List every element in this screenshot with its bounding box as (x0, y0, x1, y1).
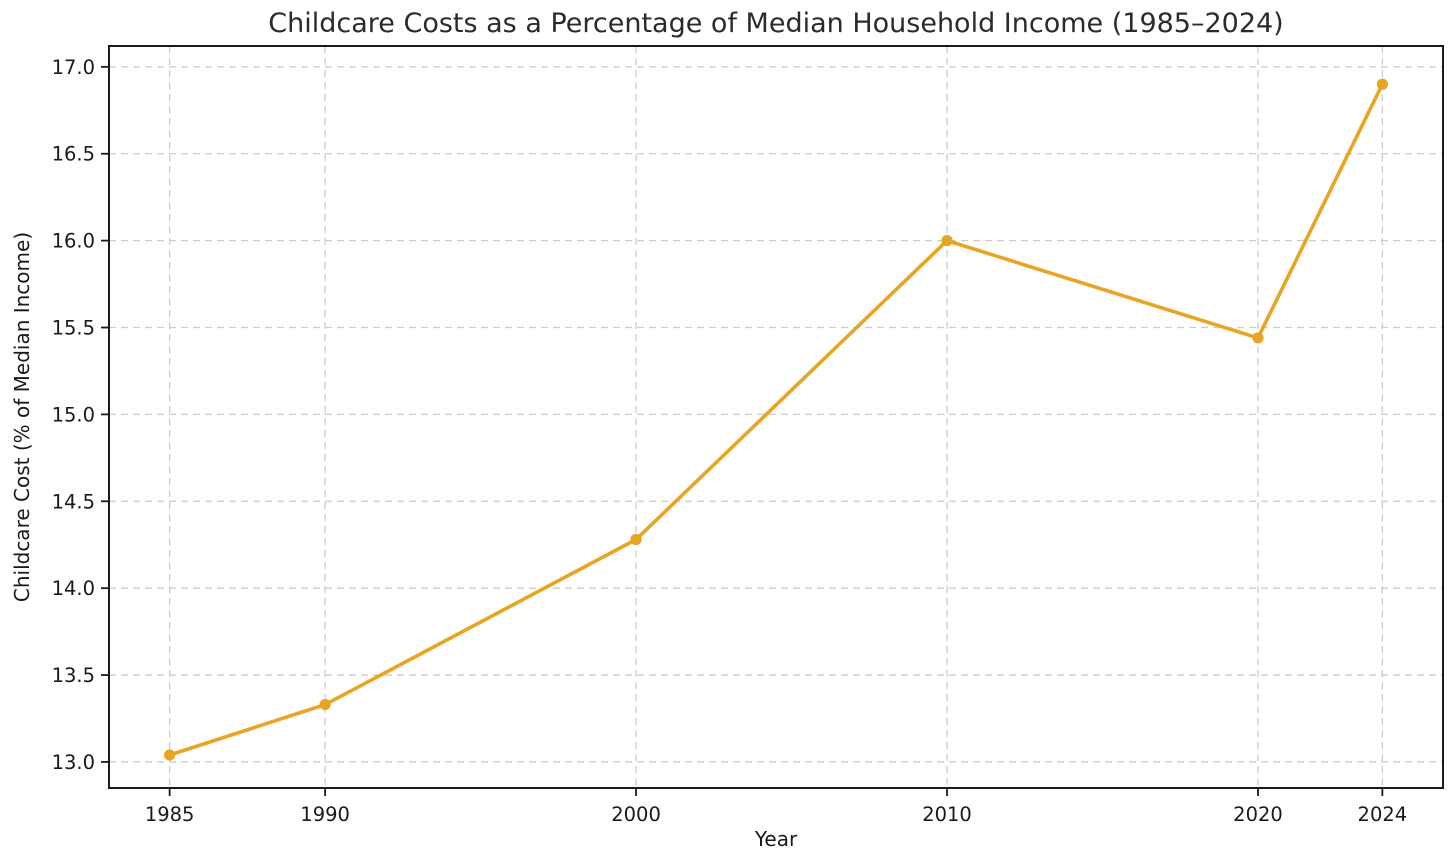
data-point (630, 533, 642, 546)
y-tick-label: 17.0 (52, 56, 95, 79)
y-tick-label: 13.5 (52, 664, 95, 687)
y-tick-label: 15.5 (52, 317, 95, 340)
data-point (319, 698, 331, 711)
x-tick-label: 1985 (145, 803, 195, 826)
x-tick-label: 2010 (922, 803, 972, 826)
y-tick-label: 16.0 (52, 230, 95, 253)
data-point (941, 235, 953, 247)
y-tick-label: 14.5 (52, 490, 95, 513)
y-tick-label: 15.0 (52, 403, 95, 426)
y-axis-label: Childcare Cost (% of Median Income) (10, 231, 34, 603)
x-tick-label: 2000 (611, 803, 661, 826)
x-tick-label: 2024 (1358, 803, 1408, 826)
y-tick-label: 16.5 (52, 143, 95, 166)
data-point (1252, 332, 1264, 344)
y-tick-label: 14.0 (52, 577, 95, 600)
axes-spines (108, 45, 1444, 789)
data-point (1376, 78, 1388, 90)
y-tick-label: 13.0 (52, 751, 95, 774)
x-tick-label: 1990 (300, 803, 350, 826)
x-tick-label: 2020 (1233, 803, 1283, 826)
x-axis-label: Year (754, 827, 798, 851)
data-point (164, 749, 176, 761)
line-series (167, 82, 1385, 757)
chart-title: Childcare Costs as a Percentage of Media… (268, 8, 1284, 39)
